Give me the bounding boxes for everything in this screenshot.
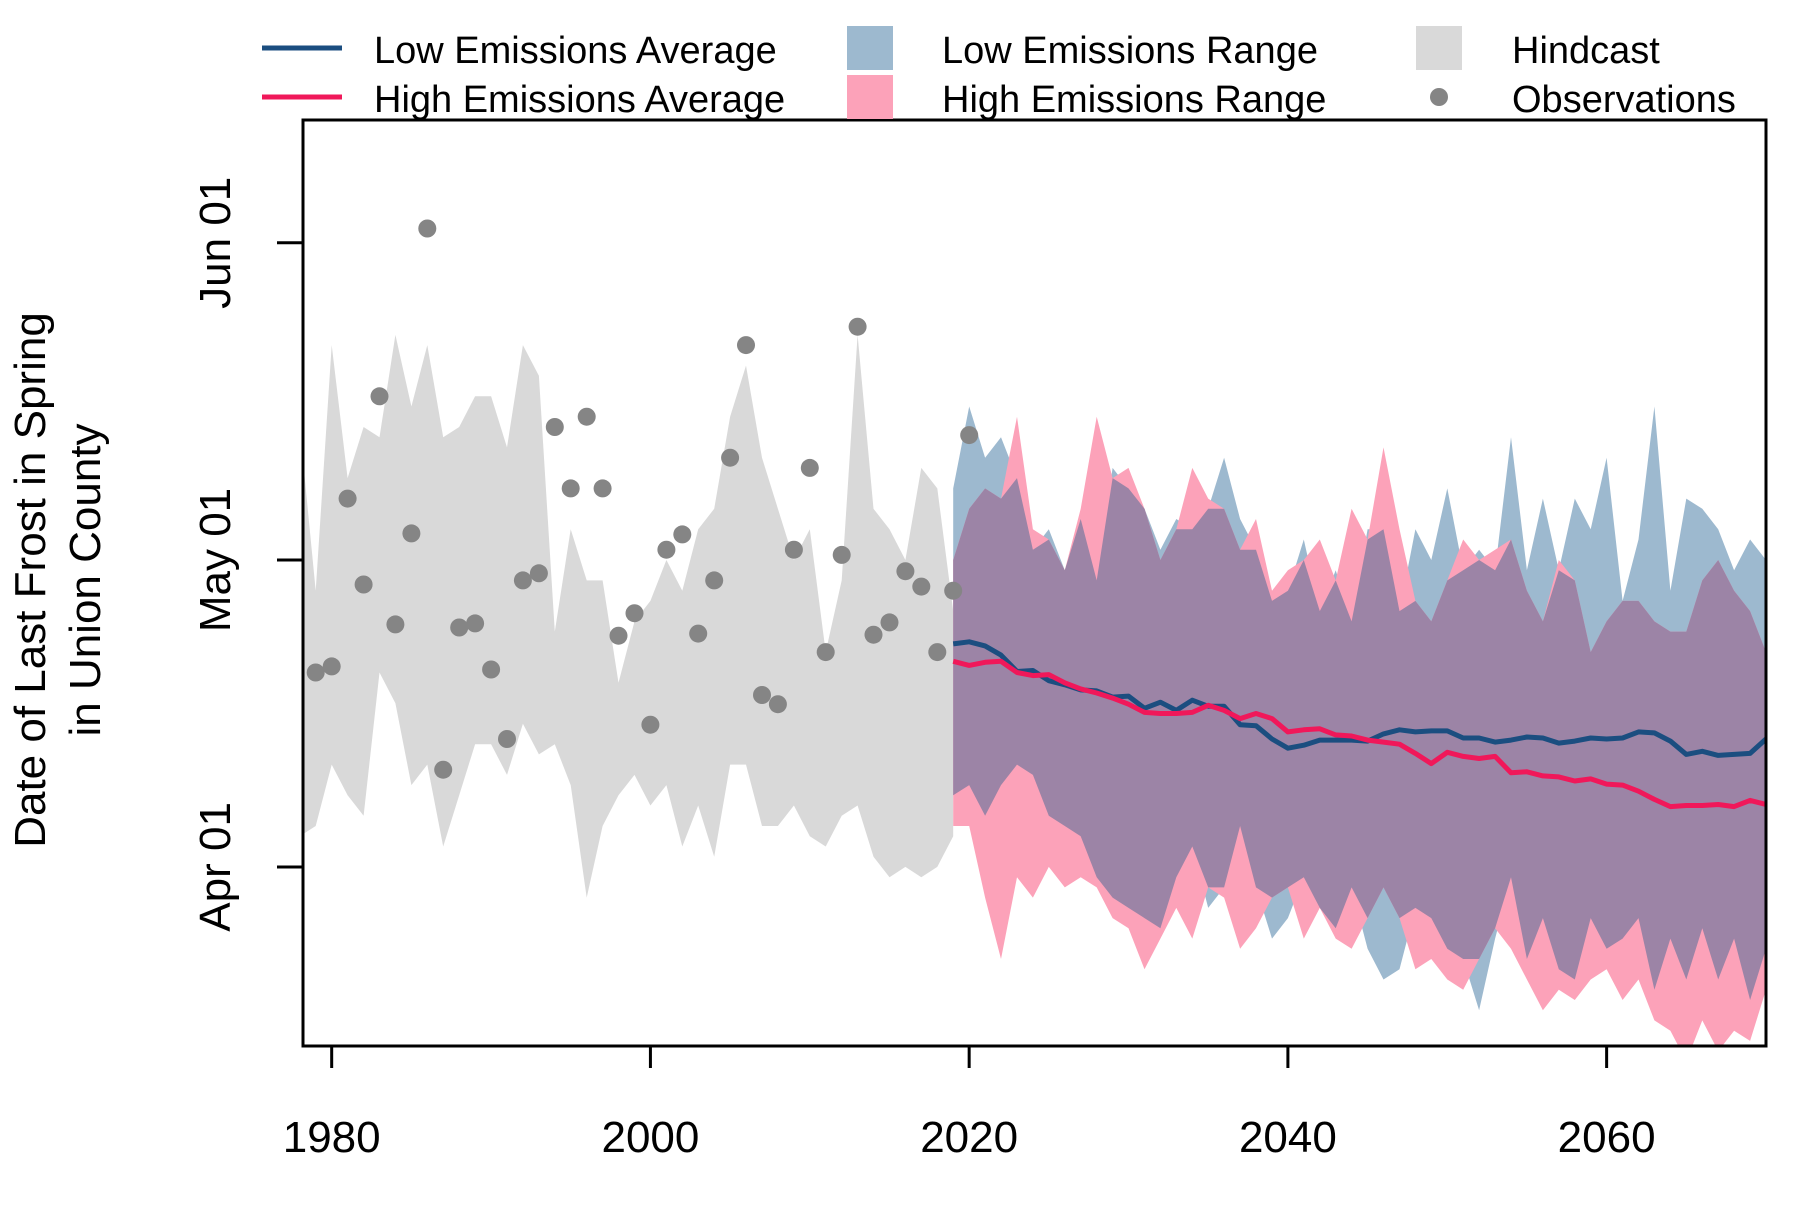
legend-label-low-range: Low Emissions Range: [942, 30, 1318, 72]
observation-point: [561, 479, 580, 498]
observation-point: [848, 317, 867, 336]
observation-point: [864, 625, 883, 644]
y-tick-label: May 01: [191, 488, 240, 632]
observation-point: [418, 219, 437, 238]
observation-point: [880, 613, 899, 632]
y-tick-label: Apr 01: [191, 802, 240, 932]
y-tick-label: Jun 01: [191, 177, 240, 309]
observation-point: [960, 426, 979, 445]
legend-swatch-high-range: [847, 75, 893, 119]
x-axis: 1980 2000 2020 2040 2060: [283, 1046, 1656, 1162]
legend-label-low-average: Low Emissions Average: [374, 30, 777, 72]
observation-point: [354, 575, 373, 594]
observation-point: [896, 562, 915, 581]
observation-point: [816, 643, 835, 662]
legend: Low Emissions Average High Emissions Ave…: [262, 26, 1736, 121]
legend-swatch-low-range: [847, 26, 893, 70]
y-axis-label-line-1: Date of Last Frost in Spring: [6, 312, 55, 848]
observation-point: [657, 540, 676, 559]
observation-point: [482, 660, 501, 679]
observation-point: [753, 686, 771, 704]
observation-point: [609, 626, 628, 645]
x-tick-label: 1980: [283, 1113, 381, 1162]
observation-point: [625, 604, 644, 623]
observation-point: [402, 524, 421, 543]
plot-frame: [301, 118, 1768, 1048]
observation-point: [466, 614, 485, 633]
observation-point: [306, 663, 325, 682]
y-axis-label: Date of Last Frost in Spring in Union Co…: [6, 312, 110, 848]
legend-swatch-hindcast: [1416, 26, 1462, 70]
observation-point: [737, 336, 755, 355]
observation-point: [673, 525, 692, 544]
observation-point: [498, 730, 516, 748]
hindcast-band: [303, 334, 954, 898]
observation-point: [721, 448, 740, 467]
legend-label-observations: Observations: [1512, 79, 1736, 121]
legend-label-high-range: High Emissions Range: [942, 79, 1326, 121]
x-tick-label: 2000: [601, 1113, 699, 1162]
x-tick-label: 2040: [1239, 1113, 1337, 1162]
observation-point: [545, 418, 564, 436]
observation-point: [705, 571, 724, 590]
observation-point: [928, 643, 947, 662]
observation-point: [944, 581, 963, 600]
observation-point: [338, 489, 357, 508]
observation-point: [529, 564, 548, 583]
observation-point: [912, 577, 931, 596]
legend-label-hindcast: Hindcast: [1512, 30, 1660, 72]
observation-point: [689, 624, 708, 643]
x-tick-label: 2060: [1558, 1113, 1656, 1162]
hindcast-area: [303, 334, 954, 898]
observation-point: [577, 407, 596, 426]
observation-point: [386, 615, 405, 634]
legend-label-high-average: High Emissions Average: [374, 79, 785, 121]
x-tick-label: 2020: [920, 1113, 1018, 1162]
observation-point: [800, 458, 819, 477]
observation-point: [450, 618, 469, 637]
observation-point: [513, 571, 532, 590]
observation-point: [641, 715, 660, 734]
high-emissions-average-line: [952, 658, 1766, 810]
average-lines: [952, 639, 1766, 810]
observation-point: [322, 657, 341, 676]
y-axis-label-line-2: in Union County: [61, 423, 110, 736]
observation-point: [434, 760, 453, 779]
legend-swatch-observations: [1430, 88, 1448, 106]
observation-point: [370, 387, 389, 406]
observation-point: [768, 695, 787, 714]
observation-point: [593, 479, 612, 498]
observation-point: [784, 540, 803, 559]
y-axis: Apr 01 May 01 Jun 01: [191, 177, 303, 932]
observations-points: [306, 219, 979, 779]
observation-point: [832, 545, 851, 564]
